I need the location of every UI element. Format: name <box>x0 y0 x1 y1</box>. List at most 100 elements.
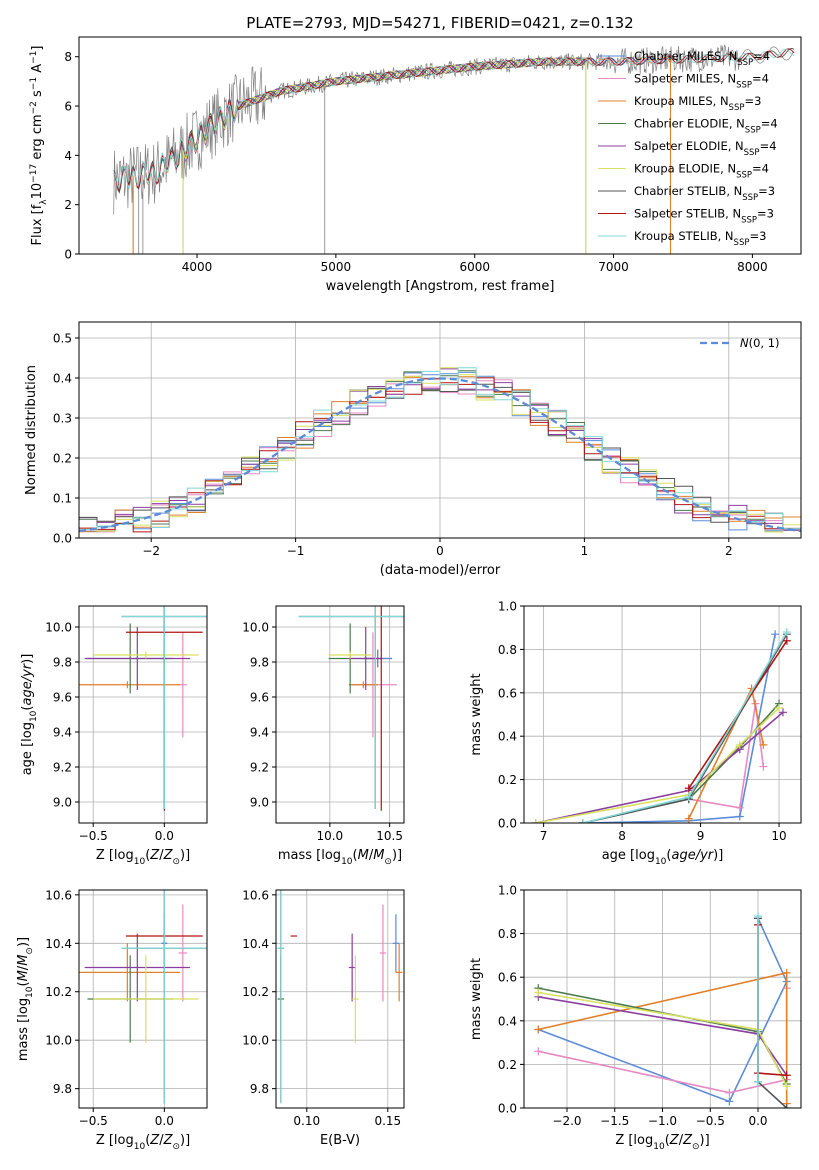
axes-frame <box>523 605 802 824</box>
x-axis-label-part: (data-model)/error <box>380 563 501 578</box>
mass-weight-line <box>688 703 765 809</box>
x-axis-label-part: ( <box>353 848 358 863</box>
x-axis-label-part: 10 <box>655 857 667 867</box>
x-axis-label-part: Z <box>163 1133 174 1148</box>
plot-area-mass-vs-EBV <box>276 890 404 1108</box>
y-axis-label-text: Flux [f <box>30 204 45 245</box>
plot-area-age-vs-Z <box>79 606 207 823</box>
legend-entry-value: =4 <box>761 117 778 131</box>
y-tick-label: 10.4 <box>242 937 269 951</box>
legend-entry: Kroupa STELIB, NSSP=3 <box>634 229 766 248</box>
legend-entry-value: =4 <box>753 49 770 63</box>
y-tick-label: 9.8 <box>53 656 72 670</box>
y-axis-label-part: A <box>30 64 45 77</box>
x-axis-label-part: ⊙ <box>172 1142 180 1152</box>
residual-histogram <box>79 381 801 530</box>
y-axis-label-part: Normed distribution <box>24 365 39 495</box>
y-tick-label: 0.8 <box>498 927 517 941</box>
y-axis-label-part: )] <box>16 937 31 947</box>
y-tick-label: 9.2 <box>53 761 72 775</box>
y-tick-label: 9.8 <box>250 1082 269 1096</box>
legend-entry-sub: SSP <box>745 126 761 136</box>
x-tick-label: −0.5 <box>696 1114 725 1128</box>
legend-entry-sub: SSP <box>729 103 745 113</box>
x-tick-label: 1 <box>581 544 589 558</box>
y-axis-label-part: age/yr <box>20 662 35 705</box>
x-axis-label-part: Z [log <box>96 1133 134 1148</box>
y-tick-label: 0.3 <box>53 412 72 426</box>
x-axis-label-part: ( <box>145 1133 150 1148</box>
x-axis-label-part: Z <box>149 1133 160 1148</box>
y-tick-label: 0.1 <box>53 492 72 506</box>
x-tick-label: −1.0 <box>648 1114 677 1128</box>
x-tick-label: 0.10 <box>293 1114 320 1128</box>
y-tick-label: 0.5 <box>53 332 72 346</box>
x-axis-label-part: age/yr <box>671 848 714 863</box>
x-axis-label-part: M <box>373 848 384 863</box>
legend-entry-name: Salpeter ELODIE, N <box>634 139 744 153</box>
x-axis-label: Z [log10(Z/Z⊙)] <box>96 1133 190 1152</box>
legend-entry-name: Chabrier ELODIE, N <box>634 117 745 131</box>
y-tick-label: 10.2 <box>242 985 269 999</box>
y-tick-label: 9.6 <box>250 691 269 705</box>
axes-frame <box>78 36 802 255</box>
y-axis-label-part: s <box>30 90 45 101</box>
x-tick-label: 10.5 <box>376 829 403 843</box>
x-axis-label-part: / <box>159 848 164 863</box>
legend-entry-name: Kroupa STELIB, N <box>634 229 734 243</box>
axes-frame <box>275 889 405 1109</box>
y-tick-label: 0.2 <box>53 452 72 466</box>
x-axis-label-text: wavelength [Angstrom, rest frame] <box>326 279 555 294</box>
x-axis-label-part: / <box>369 848 374 863</box>
legend-entry: Salpeter STELIB, NSSP=3 <box>634 207 774 226</box>
x-axis-label-part: / <box>159 1133 164 1148</box>
y-axis-label-part: erg cm <box>30 114 45 163</box>
x-axis-label-part: age [log <box>602 848 655 863</box>
y-tick-label: 9.2 <box>250 761 269 775</box>
y-tick-label: 6 <box>64 100 72 114</box>
axes-frame <box>78 605 208 824</box>
x-axis-label: Z [log10(Z/Z⊙)] <box>615 1133 709 1152</box>
x-axis-label-part: E(B-V) <box>320 1133 360 1148</box>
legend-entry-value: =3 <box>757 207 774 221</box>
x-tick-label: −0.5 <box>79 1114 108 1128</box>
y-axis-label-part: −17 <box>29 164 39 183</box>
y-axis-label: age [log10(age/yr)] <box>20 654 39 776</box>
y-tick-label: 9.0 <box>250 796 269 810</box>
axes-frame <box>78 321 802 539</box>
y-tick-label: 0.6 <box>498 971 517 985</box>
y-tick-label: 10.6 <box>45 888 72 902</box>
legend-entry-value: =3 <box>749 229 766 243</box>
plot-area-mass-vs-Z <box>79 890 207 1108</box>
x-axis-label-part: ( <box>665 1133 670 1148</box>
legend-entry-sub: SSP <box>734 238 750 248</box>
x-axis-label-part: 10 <box>653 1142 665 1152</box>
y-tick-label: 9.6 <box>53 691 72 705</box>
x-axis-label-part: ⊙ <box>692 1142 700 1152</box>
legend-entry-normal: N(0, 1) <box>740 336 780 350</box>
x-axis-label-part: ( <box>145 848 150 863</box>
y-tick-label: 10.4 <box>45 937 72 951</box>
mass-weight-line <box>535 707 780 823</box>
x-axis-label: age [log10(age/yr)] <box>602 848 724 867</box>
y-axis-label-part: −2 <box>29 101 39 114</box>
y-axis-label-part: 10 <box>29 710 39 722</box>
panel-age-vs-Z: −0.5 0.09.09.29.49.69.810.0Z [log10(Z/Z⊙)… <box>20 605 208 867</box>
x-axis-label-part: M <box>358 848 369 863</box>
plot-area-age-vs-mass <box>276 606 404 823</box>
axes-frame <box>275 605 405 824</box>
x-tick-label: 0.15 <box>374 1114 401 1128</box>
plot-area-massweight-vs-Z <box>524 890 801 1108</box>
y-tick-label: 0.0 <box>498 1102 517 1116</box>
x-axis-label: E(B-V) <box>320 1133 360 1148</box>
x-tick-label: −1.5 <box>600 1114 629 1128</box>
panel-spectrum: 4000 5000 6000 7000 8000 0 2 4 6 8 wavelength [Ang… <box>29 36 802 294</box>
x-axis-label: mass [log10(M/M⊙)] <box>278 848 402 867</box>
legend-entry-value: =4 <box>760 139 777 153</box>
legend-entry-name: Kroupa ELODIE, N <box>634 162 736 176</box>
y-axis-label-part: λ <box>39 199 49 205</box>
x-tick-label: 0.0 <box>748 1114 767 1128</box>
